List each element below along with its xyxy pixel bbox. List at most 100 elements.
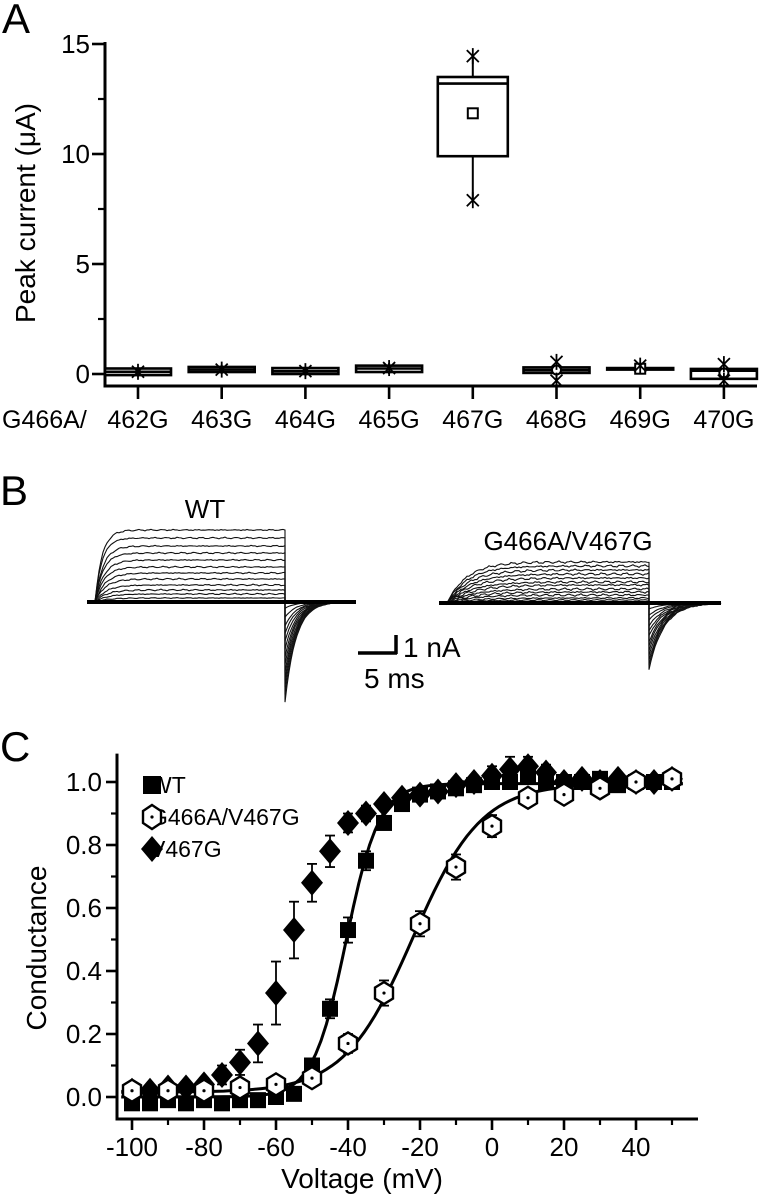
star-marker-467G — [466, 192, 480, 209]
panel-c-legend: WT G466A/V467G V467G — [140, 769, 300, 865]
trace-family-G466A/V467G — [446, 560, 722, 670]
panel-c-y-tick-label: 0.8 — [66, 830, 102, 860]
hexagon-center-dot — [166, 1089, 170, 1093]
panel-b-letter: B — [0, 467, 29, 514]
data-point-diamond — [337, 809, 359, 836]
star-marker-470G — [717, 372, 731, 389]
data-point-diamond — [391, 784, 413, 811]
legend-item-g466a-v467g: G466A/V467G — [140, 801, 300, 833]
boxplot-464G — [271, 363, 340, 380]
scale-bar — [358, 635, 398, 655]
data-point-diamond — [409, 781, 431, 808]
star-marker-468G — [549, 353, 564, 370]
panel-c-conductance-voltage-chart: -100 -80 -60 -40 -20 0 20 40 0.0 0.2 0.4 0.6 0.8 1.0 — [66, 753, 698, 1162]
hexagon-center-dot — [382, 991, 386, 995]
hexagon-center-dot — [346, 1041, 350, 1046]
panel-a-axes — [103, 42, 757, 388]
panel-a-category-label: 464G — [275, 406, 336, 434]
panel-a-category-label: 469G — [610, 406, 671, 434]
data-point-diamond — [175, 1074, 197, 1101]
boxplot-468G — [522, 353, 591, 389]
scalebar-time-label: 5 ms — [364, 663, 425, 694]
hexagon-center-dot — [562, 793, 566, 797]
panel-a-x-prefix-label: G466A/ — [2, 406, 87, 434]
data-point-diamond — [229, 1049, 251, 1076]
data-point-diamond — [571, 765, 593, 792]
data-point-diamond — [535, 759, 557, 786]
panel-a-category-label: 465G — [359, 406, 420, 434]
data-point-diamond — [283, 917, 305, 944]
current-trace — [94, 588, 356, 634]
hexagon-center-dot — [670, 777, 674, 781]
panel-c-y-tick-label: 0.0 — [66, 1082, 102, 1112]
hexagon-center-dot — [454, 865, 458, 869]
data-point-diamond — [463, 769, 485, 795]
panel-c-x-tick-label: -60 — [257, 1132, 295, 1162]
panel-c-x-tick-label: -20 — [401, 1132, 439, 1162]
hexagon-center-dot — [418, 922, 422, 926]
current-trace — [94, 558, 356, 673]
current-trace — [446, 593, 722, 629]
hexagon-center-dot — [202, 1089, 206, 1093]
panel-c-y-tick-label: 0.2 — [66, 1019, 102, 1049]
panel-c-x-tick-label: 40 — [622, 1132, 651, 1162]
panel-c-y-tick-label: 1.0 — [66, 767, 102, 797]
panel-c-x-tick-label: -80 — [185, 1132, 223, 1162]
panel-c-y-tick-label: 0.4 — [66, 956, 102, 986]
star-marker-469G — [633, 357, 647, 374]
star-marker-464G — [298, 363, 313, 380]
current-trace — [94, 571, 356, 658]
panel-a-category-label: 467G — [442, 406, 503, 434]
legend-item-v467g: V467G — [140, 833, 300, 865]
current-trace — [94, 592, 356, 627]
current-trace — [94, 528, 356, 703]
data-point-square — [358, 852, 374, 869]
scalebar-current-label: 1 nA — [403, 632, 461, 663]
hexagon-center-dot — [310, 1076, 314, 1080]
star-marker-462G — [131, 363, 145, 380]
panel-a-category-label: 462G — [107, 406, 168, 434]
data-point-diamond — [607, 765, 629, 792]
current-trace — [446, 571, 722, 656]
data-point-diamond — [265, 980, 287, 1007]
panel-a-category-label: 463G — [191, 406, 252, 434]
diamond-filled-marker-icon — [141, 836, 163, 862]
boxplot-467G — [436, 48, 510, 209]
hexagon-center-dot — [526, 796, 530, 800]
star-marker-470G — [717, 356, 731, 373]
data-point-square — [340, 922, 356, 939]
data-point-square — [178, 1095, 194, 1112]
current-trace — [446, 590, 722, 632]
boxplot-463G — [187, 361, 256, 378]
panel-b-current-traces — [87, 528, 722, 703]
data-point-square — [376, 814, 392, 831]
data-point-diamond — [139, 1077, 161, 1104]
data-point-diamond — [517, 753, 539, 780]
data-point-diamond — [355, 800, 377, 827]
panel-b-mutant-trace-label: G466A/V467G — [483, 526, 653, 556]
current-trace — [94, 577, 356, 650]
current-trace — [94, 551, 356, 681]
hexagon-open-marker-icon — [141, 803, 163, 831]
star-marker-468G — [549, 372, 564, 389]
data-point-square — [250, 1092, 266, 1109]
current-trace — [446, 564, 721, 666]
hexagon-center-dot — [598, 786, 602, 790]
current-trace — [446, 587, 722, 636]
data-point-square — [214, 1095, 230, 1112]
data-point-diamond — [211, 1061, 233, 1088]
current-trace — [446, 583, 722, 642]
data-point-square — [322, 1000, 338, 1017]
panel-a-boxplot-chart: 0 5 10 15 G466A/462G 463G 464G 465G 467G 468G 469G… — [2, 29, 759, 434]
data-point-diamond — [301, 869, 323, 896]
current-trace — [446, 580, 722, 646]
data-point-diamond — [499, 756, 521, 783]
hexagon-center-dot — [130, 1089, 134, 1093]
star-marker-463G — [215, 361, 229, 378]
current-trace — [446, 598, 722, 617]
current-trace — [94, 565, 356, 665]
data-point-diamond — [643, 769, 665, 795]
panel-c-x-tick-label: 20 — [550, 1132, 579, 1162]
square-filled-marker-icon — [143, 776, 161, 794]
